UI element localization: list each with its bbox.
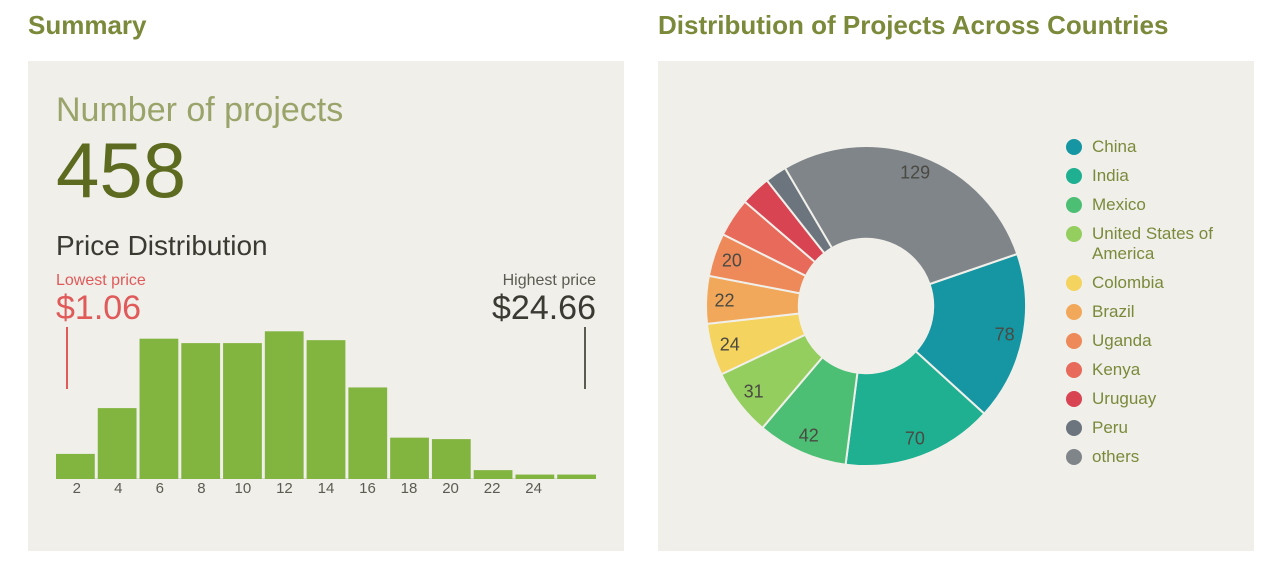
legend-label: India: [1092, 166, 1129, 186]
legend-label: Brazil: [1092, 302, 1135, 322]
histogram-x-tick: 16: [347, 480, 389, 497]
histogram-bar: [98, 408, 137, 479]
lowest-price-value: $1.06: [56, 290, 146, 327]
legend-swatch: [1066, 420, 1082, 436]
legend-item: others: [1066, 447, 1226, 467]
summary-panel: Summary Number of projects 458 Price Dis…: [28, 0, 624, 551]
histogram-x-tick: 6: [139, 480, 181, 497]
histogram-x-tick: 2: [56, 480, 98, 497]
legend-item: China: [1066, 137, 1226, 157]
legend-swatch: [1066, 449, 1082, 465]
histogram-bar: [348, 388, 387, 480]
distribution-panel: Distribution of Projects Across Countrie…: [658, 0, 1254, 551]
histogram-bar: [557, 475, 596, 479]
lowest-price-caption: Lowest price: [56, 272, 146, 290]
lowest-price: Lowest price $1.06: [56, 272, 146, 327]
legend-label: Peru: [1092, 418, 1128, 438]
histogram-x-tick: 14: [305, 480, 347, 497]
legend-swatch: [1066, 197, 1082, 213]
price-distribution-title: Price Distribution: [56, 230, 596, 262]
legend-label: Mexico: [1092, 195, 1146, 215]
summary-title: Summary: [28, 10, 624, 41]
legend-swatch: [1066, 333, 1082, 349]
legend-item: United States of America: [1066, 224, 1226, 264]
legend-label: Colombia: [1092, 273, 1164, 293]
histogram-x-tick: 20: [430, 480, 472, 497]
histogram-x-tick: 8: [181, 480, 223, 497]
legend-item: Peru: [1066, 418, 1226, 438]
legend-swatch: [1066, 139, 1082, 155]
histogram-x-axis: 24681012141618202224: [56, 480, 596, 497]
legend-swatch: [1066, 275, 1082, 291]
histogram-x-tick: [554, 480, 596, 497]
histogram-x-tick: 12: [264, 480, 306, 497]
legend-item: Brazil: [1066, 302, 1226, 322]
histogram-bar: [265, 332, 304, 480]
legend-label: others: [1092, 447, 1139, 467]
histogram-bar: [56, 454, 95, 479]
histogram-bar: [515, 475, 554, 479]
legend-item: Uruguay: [1066, 389, 1226, 409]
legend-swatch: [1066, 168, 1082, 184]
histogram-x-tick: 24: [513, 480, 555, 497]
distribution-legend: China India Mexico United States of Amer…: [1066, 137, 1226, 476]
projects-label: Number of projects: [56, 91, 596, 130]
histogram-x-tick: 10: [222, 480, 264, 497]
highest-price: Highest price $24.66: [492, 272, 596, 327]
legend-swatch: [1066, 391, 1082, 407]
legend-label: Uruguay: [1092, 389, 1156, 409]
legend-swatch: [1066, 226, 1082, 242]
price-histogram: 24681012141618202224: [56, 327, 596, 497]
highest-price-caption: Highest price: [492, 272, 596, 290]
histogram-x-tick: 22: [471, 480, 513, 497]
legend-item: India: [1066, 166, 1226, 186]
histogram-bar: [140, 339, 179, 479]
histogram-bar: [223, 343, 262, 479]
distribution-title: Distribution of Projects Across Countrie…: [658, 10, 1254, 41]
projects-count: 458: [56, 130, 596, 212]
histogram-x-tick: 4: [98, 480, 140, 497]
legend-label: Uganda: [1092, 331, 1152, 351]
legend-item: Kenya: [1066, 360, 1226, 380]
legend-label: China: [1092, 137, 1136, 157]
legend-label: Kenya: [1092, 360, 1140, 380]
legend-item: Mexico: [1066, 195, 1226, 215]
histogram-bar: [432, 439, 471, 479]
histogram-x-tick: 18: [388, 480, 430, 497]
distribution-donut-chart: 78704231242220129: [686, 126, 1046, 486]
legend-swatch: [1066, 362, 1082, 378]
histogram-bar: [307, 340, 346, 479]
highest-price-value: $24.66: [492, 290, 596, 327]
legend-item: Colombia: [1066, 273, 1226, 293]
histogram-bar: [181, 343, 220, 479]
legend-item: Uganda: [1066, 331, 1226, 351]
histogram-bar: [390, 438, 429, 479]
legend-label: United States of America: [1092, 224, 1226, 264]
legend-swatch: [1066, 304, 1082, 320]
histogram-bar: [474, 470, 513, 479]
